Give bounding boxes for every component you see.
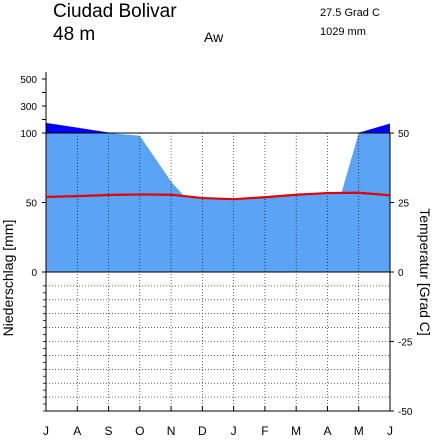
x-tick-label: N [167, 424, 176, 438]
y-right-axis-title: Temperatur [Grad C] [417, 208, 433, 336]
x-tick-label: J [231, 424, 237, 438]
grid-layer [46, 132, 390, 411]
x-tick-label: S [105, 424, 113, 438]
x-tick-label: M [291, 424, 301, 438]
precipitation-area-layer [46, 122, 390, 272]
mean-temperature: 27.5 Grad C [320, 7, 380, 19]
x-tick-label: J [387, 424, 393, 438]
climate-class: Aw [204, 29, 224, 45]
y-right-tick-label: 25 [398, 199, 410, 210]
y-right-tick-label: 50 [398, 129, 410, 140]
y-left-tick-label: 500 [20, 75, 37, 86]
station-elevation: 48 m [53, 24, 95, 45]
y-right-tick-label: -25 [398, 338, 413, 349]
x-tick-label: O [135, 424, 144, 438]
annual-precipitation: 1029 mm [320, 26, 366, 38]
station-name: Ciudad Bolivar [53, 1, 177, 22]
x-tick-label: D [198, 424, 207, 438]
x-tick-label: A [323, 424, 331, 438]
perhumid-area [46, 122, 390, 133]
tick-label-layer: 0 50 100 300 500 50 25 0 -25 -50 J A S O N D J F M A M J [20, 75, 413, 438]
y-left-tick-label: 50 [26, 199, 38, 210]
x-tick-label: F [261, 424, 268, 438]
y-left-tick-label: 100 [20, 129, 37, 140]
y-left-tick-label: 0 [31, 268, 37, 279]
y-right-tick-label: -50 [398, 407, 413, 418]
x-tick-label: A [73, 424, 81, 438]
temperature-line [45, 191, 391, 201]
axes-layer [42, 72, 394, 412]
x-tick-label: J [43, 424, 49, 438]
x-tick-label: M [354, 424, 364, 438]
y-right-tick-label: 0 [398, 268, 404, 279]
temperature-layer [45, 191, 391, 201]
y-left-axis-title: Niederschlag [mm] [0, 220, 16, 337]
humid-area-lower [46, 192, 390, 272]
y-left-tick-label: 300 [20, 102, 37, 113]
